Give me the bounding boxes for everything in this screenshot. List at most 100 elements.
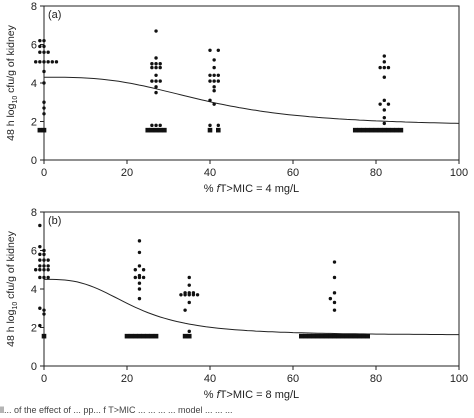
data-point-circle: [42, 112, 46, 116]
figure-caption: ll... of the effect of ... pp... f T>MIC…: [0, 405, 233, 415]
data-point-square: [157, 127, 163, 133]
y-tick-label: 0: [31, 155, 37, 167]
data-point-circle: [158, 62, 162, 66]
data-point-circle: [42, 268, 46, 272]
data-point-circle: [46, 264, 50, 268]
data-point-square: [344, 333, 350, 339]
data-point-circle: [42, 81, 46, 85]
data-point-circle: [154, 79, 158, 83]
data-point-circle: [216, 79, 220, 83]
data-point-square: [332, 333, 337, 339]
data-point-circle: [150, 65, 154, 70]
data-point-circle: [191, 293, 196, 297]
data-point-circle: [382, 65, 386, 70]
panel-a: (a) 0 20 40 60 80 100 0 2 4 6 8 % fT>MIC = 4 mg/L 48 …: [5, 1, 468, 195]
data-point-square: [145, 333, 151, 339]
data-point-circle: [38, 323, 42, 328]
data-point-circle: [38, 264, 42, 268]
data-point-square: [365, 127, 370, 133]
panel-label: (b): [48, 215, 61, 227]
data-point-circle: [42, 100, 46, 104]
data-point-circle: [46, 50, 50, 54]
data-point-circle: [54, 60, 59, 64]
fit-curve: [44, 278, 459, 336]
data-point-circle: [141, 275, 146, 280]
y-axis-label: 48 h log10 cfu/g of kidney: [5, 24, 19, 141]
plot-frame: [43, 5, 460, 161]
data-point-circle: [212, 65, 216, 70]
data-point-circle: [42, 248, 46, 253]
data-point-circle: [154, 56, 158, 60]
data-point-square: [315, 333, 321, 339]
data-point-square: [303, 333, 308, 339]
data-point-circle: [46, 275, 50, 280]
data-point-square: [145, 127, 151, 133]
x-tick-label: 20: [121, 167, 133, 179]
data-point-circle: [42, 308, 46, 312]
data-point-circle: [38, 50, 42, 54]
data-point-circle: [154, 65, 158, 70]
data-point-circle: [154, 123, 158, 128]
data-point-circle: [38, 244, 42, 249]
data-point-circle: [133, 275, 137, 280]
data-point-circle: [42, 275, 46, 280]
data-point-circle: [42, 38, 46, 43]
data-point-circle: [187, 293, 191, 297]
data-point-circle: [382, 98, 386, 103]
data-point-circle: [38, 258, 42, 262]
x-tick-label: 60: [287, 373, 299, 385]
data-point-circle: [42, 312, 46, 316]
data-point-square: [128, 333, 134, 339]
x-tick-label: 60: [287, 167, 299, 179]
data-point-circle: [208, 73, 212, 78]
data-point-circle: [154, 90, 158, 95]
fit-curve: [44, 76, 460, 124]
data-point-circle: [216, 123, 220, 128]
data-point-square: [352, 333, 358, 339]
data-point-circle: [154, 29, 158, 33]
data-point-square: [149, 127, 155, 133]
data-point-square: [398, 127, 404, 133]
data-point-square: [41, 333, 47, 339]
y-tick-label: 4: [31, 284, 37, 296]
data-point-circle: [208, 48, 212, 52]
data-point-circle: [34, 268, 38, 272]
x-tick-label: 100: [450, 373, 468, 385]
data-point-square: [357, 333, 362, 339]
x-tick-label: 0: [41, 373, 47, 385]
data-point-circle: [38, 306, 42, 310]
data-point-square: [340, 333, 346, 339]
data-point-square: [373, 127, 379, 133]
data-point-circle: [38, 223, 42, 228]
data-point-square: [162, 127, 167, 133]
x-tick-label: 80: [370, 373, 382, 385]
data-point-square: [377, 127, 383, 133]
data-point-circle: [38, 268, 42, 272]
data-point-circle: [150, 79, 154, 83]
data-point-square: [352, 127, 358, 133]
data-point-square: [361, 127, 366, 133]
data-point-square: [307, 333, 312, 339]
data-point-circle: [183, 293, 187, 297]
data-point-square: [216, 127, 221, 133]
data-point-square: [182, 333, 188, 339]
data-point-circle: [133, 268, 137, 272]
data-point-circle: [137, 264, 142, 268]
x-tick-label: 40: [204, 167, 216, 179]
data-point-square: [207, 127, 213, 133]
data-point-circle: [34, 60, 38, 64]
data-point-circle: [38, 275, 42, 280]
data-point-square: [153, 127, 159, 133]
data-point-circle: [42, 50, 46, 54]
data-point-circle: [187, 275, 191, 280]
data-point-circle: [195, 293, 200, 297]
data-point-square: [390, 127, 395, 133]
data-point-square: [319, 333, 325, 339]
plot-frame: [43, 211, 460, 367]
data-point-circle: [154, 85, 158, 89]
data-point-circle: [332, 275, 337, 280]
data-point-circle: [216, 73, 220, 78]
data-point-circle: [46, 60, 50, 64]
data-point-square: [186, 333, 192, 339]
data-point-circle: [187, 283, 191, 287]
